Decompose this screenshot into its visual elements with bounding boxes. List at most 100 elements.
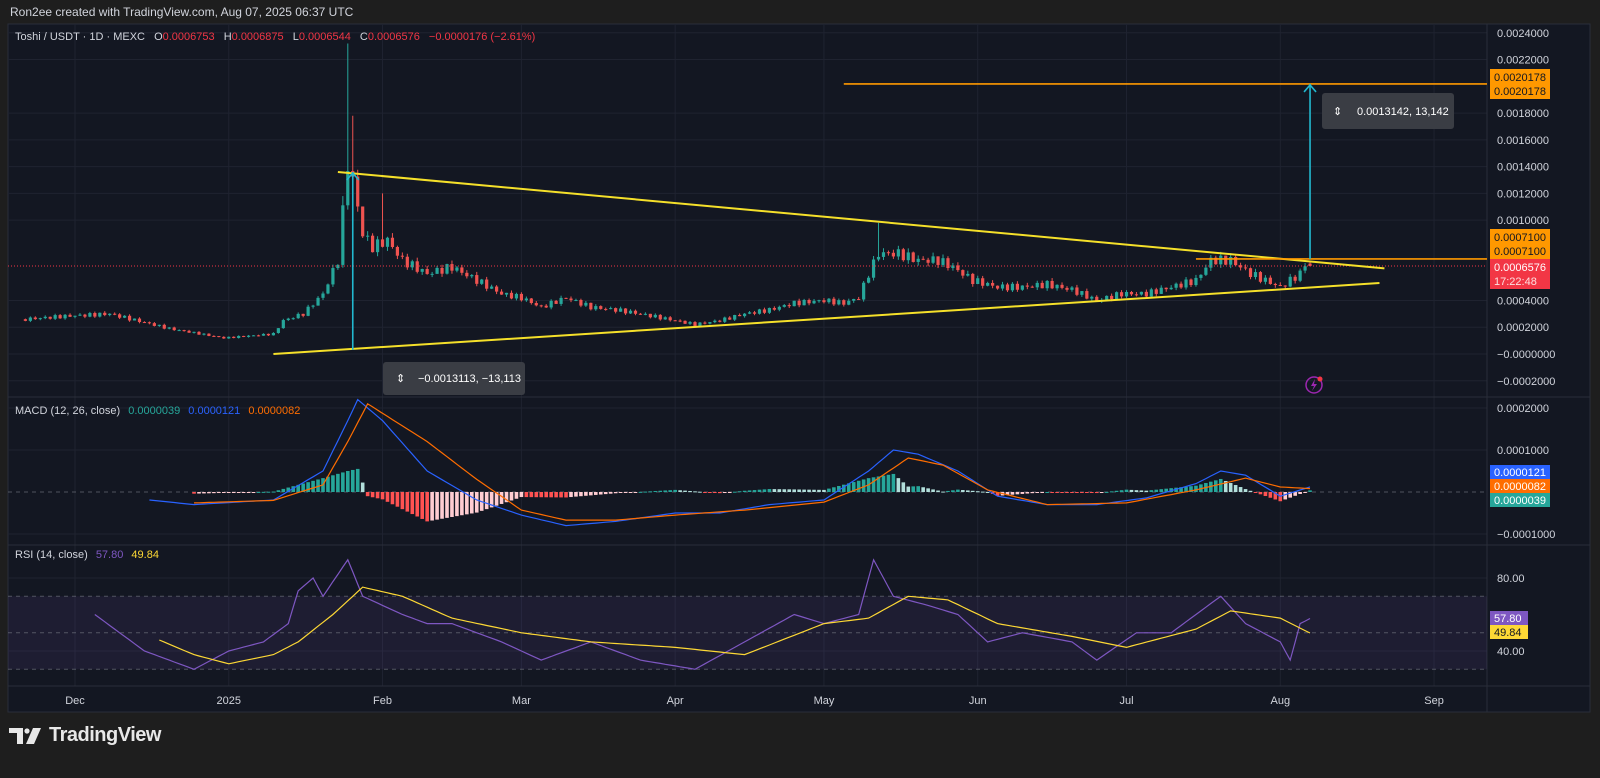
macd-histogram-bar (1273, 492, 1278, 500)
candle-body (336, 264, 340, 269)
svg-text:Toshi / USDT · 1D · MEXC: Toshi / USDT · 1D · MEXC O0.0006753 H0.0… (15, 31, 535, 43)
candle-body (68, 314, 72, 317)
macd-histogram-bar (693, 491, 697, 493)
candle-body (1124, 291, 1129, 297)
candle-body (1199, 274, 1203, 278)
candle-body (242, 335, 246, 337)
macd-histogram-bar (445, 492, 449, 518)
time-axis-label: 2025 (217, 695, 241, 707)
candle-body (1229, 257, 1233, 265)
candle-body (1179, 283, 1183, 288)
drawings[interactable] (273, 83, 1487, 355)
macd-histogram-bar (435, 492, 439, 520)
macd-title[interactable]: MACD (12, 26, close) (15, 405, 120, 417)
candle-body (817, 300, 821, 302)
macd-histogram-bar (896, 478, 901, 492)
macd-histogram-bar (425, 492, 429, 522)
candle-body (782, 305, 786, 307)
target-badge: 0.0020178 (1494, 86, 1546, 98)
candle-body (1268, 277, 1272, 284)
macd-histogram-bar (1164, 488, 1168, 492)
price-badges: 0.0020178 0.0020178 0.0007100 0.0007100 … (1490, 69, 1550, 639)
rsi-title[interactable]: RSI (14, close) (15, 549, 88, 561)
macd-histogram-bar (316, 479, 320, 492)
candle-body (1010, 283, 1015, 291)
candle-body (832, 298, 836, 305)
rsi-ma-value: 49.84 (131, 549, 159, 561)
candle-body (1248, 268, 1253, 278)
macd-histogram-bar (623, 492, 628, 493)
macd-histogram-bar (1243, 489, 1248, 492)
symbol-legend[interactable]: Toshi / USDT · 1D · MEXC O0.0006753 H0.0… (15, 31, 535, 43)
candle-body (564, 297, 568, 299)
candle-body (1298, 270, 1302, 281)
high-value: 0.0006875 (232, 31, 284, 43)
candle-body (1110, 295, 1114, 300)
macd-histogram-bar (995, 492, 1000, 496)
time-axis-label: Dec (65, 695, 85, 707)
candle-body (222, 336, 226, 339)
macd-histogram-bar (524, 492, 529, 498)
candle-body (1283, 285, 1287, 287)
macd-histogram-bar (985, 492, 990, 493)
candle-body (837, 300, 841, 305)
candle-body (549, 300, 553, 308)
tradingview-logo[interactable]: TradingView (9, 724, 161, 747)
candle-body (108, 313, 112, 316)
symbol-name[interactable]: Toshi / USDT · 1D · MEXC (15, 31, 145, 43)
trendline-upper (337, 170, 1385, 270)
candle-body (1243, 267, 1248, 269)
lightning-icon[interactable] (1305, 376, 1323, 394)
candle-body (678, 320, 682, 322)
macd-histogram-bar (762, 489, 767, 492)
candle-body (713, 320, 717, 323)
candle-body (490, 286, 494, 289)
candle-body (470, 275, 474, 277)
macd-histogram-bar (514, 492, 519, 499)
measure-label-up[interactable]: ⇕ 0.0013142, 13,142 (1322, 93, 1454, 129)
macd-histogram-bar (494, 492, 499, 506)
macd-histogram-bar (192, 492, 196, 494)
macd-histogram-bar (1015, 492, 1020, 495)
candle-body (1025, 285, 1029, 287)
macd-histogram-bar (708, 492, 712, 493)
change-value: −0.0000176 (−2.61%) (429, 31, 535, 43)
last-price-badge: 0.0006576 (1494, 262, 1546, 274)
macd-legend[interactable]: MACD (12, 26, close) 0.0000039 0.0000121… (15, 405, 300, 417)
c-label: C (360, 31, 368, 43)
macd-histogram-bar (727, 492, 732, 493)
h-label: H (224, 31, 232, 43)
candle-body (1224, 255, 1228, 265)
macd-histogram-bar (752, 490, 757, 492)
candle-body (390, 237, 395, 247)
macd-histogram-bar (504, 492, 509, 503)
candle-body (822, 300, 826, 303)
candle-body (361, 206, 365, 237)
candle-body (1105, 295, 1109, 300)
macd-histogram-bar (633, 492, 638, 493)
macd-histogram-bar (549, 492, 553, 498)
candle-body (123, 315, 127, 318)
candle-body (847, 300, 851, 305)
candle-body (306, 306, 310, 316)
macd-histogram-bar (851, 482, 856, 492)
macd-histogram-bar (817, 489, 821, 492)
rsi-legend[interactable]: RSI (14, close) 57.80 49.84 (15, 549, 159, 561)
macd-histogram-bar (747, 490, 752, 492)
macd-histogram-bar (202, 492, 206, 494)
measure-label-down[interactable]: ⇕ −0.0013113, −13,113 (383, 362, 525, 395)
candle-body (78, 314, 82, 316)
candle-body (1219, 255, 1223, 265)
time-axis-label: Apr (667, 695, 684, 707)
candle-body (430, 273, 434, 275)
candle-body (867, 277, 871, 283)
candle-body (971, 273, 975, 285)
macd-histogram-bar (529, 492, 534, 498)
candle-body (1080, 291, 1084, 295)
candle-body (951, 265, 955, 269)
candle-body (1095, 296, 1099, 301)
macd-histogram-bar (286, 487, 291, 492)
macd-histogram-bar (936, 490, 940, 492)
candle-body (609, 308, 613, 310)
